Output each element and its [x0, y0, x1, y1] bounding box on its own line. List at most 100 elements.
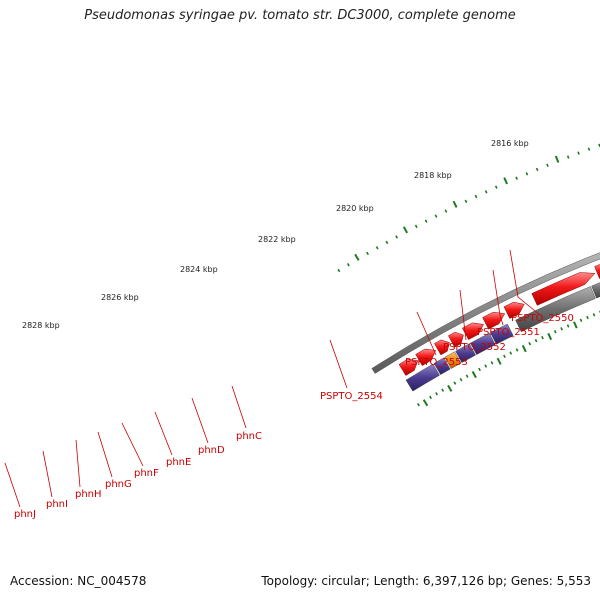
leader-line	[459, 289, 467, 341]
cds-block[interactable]	[515, 286, 596, 333]
gene-label-pspto-2554[interactable]: PSPTO_2554	[320, 391, 383, 402]
lower-tick	[465, 374, 469, 378]
lower-tick	[484, 364, 488, 368]
gene-label-phnh[interactable]: phnH	[75, 489, 102, 500]
lower-tick	[422, 399, 429, 407]
kbp-label-2820: 2820 kbp	[336, 204, 374, 213]
leader-line	[509, 249, 541, 316]
gene-label-pspto-2551[interactable]: PSPTO_2551	[477, 327, 540, 338]
leader-line	[154, 411, 173, 456]
minor-tick	[484, 190, 488, 194]
cds-block[interactable]	[405, 363, 440, 392]
lower-tick	[471, 371, 477, 379]
leader-line	[329, 339, 348, 389]
kbp-labels: 2816 kbp 2818 kbp 2820 kbp 2822 kbp 2824…	[22, 139, 529, 330]
lower-tick	[459, 377, 463, 382]
lower-tick	[573, 321, 578, 329]
forward-gene-arrow[interactable]	[503, 301, 525, 319]
minor-tick	[346, 263, 350, 267]
cds-block[interactable]	[490, 323, 514, 345]
cds-block[interactable]	[444, 351, 462, 369]
gene-label-pspto-2552[interactable]: PSPTO_2552	[443, 342, 506, 353]
lower-tick	[509, 351, 513, 355]
forward-gene-arrow[interactable]	[594, 264, 600, 279]
lower-tick	[547, 332, 553, 341]
minor-tick	[535, 167, 539, 172]
minor-tick	[566, 155, 570, 159]
forward-gene-arrow[interactable]	[531, 272, 596, 306]
lower-tick	[528, 342, 532, 346]
cds-block[interactable]	[455, 343, 476, 363]
kbp-label-2826: 2826 kbp	[101, 293, 139, 302]
minor-tick	[414, 224, 418, 229]
minor-tick	[515, 176, 518, 180]
forward-gene-arrow[interactable]	[398, 358, 419, 376]
leader-line	[42, 450, 53, 498]
forward-gene-arrow[interactable]	[415, 348, 437, 366]
minor-tick	[385, 240, 389, 245]
major-tick	[452, 200, 458, 208]
gene-label-phng[interactable]: phnG	[105, 479, 132, 490]
lower-tick	[478, 367, 481, 372]
gene-label-phne[interactable]: phnE	[166, 457, 191, 468]
lower-tick	[435, 392, 439, 396]
minor-tick	[494, 185, 498, 189]
minor-tick	[444, 209, 448, 213]
genome-summary-text: Topology: circular; Length: 6,397,126 bp…	[261, 574, 591, 588]
cds-block[interactable]	[591, 279, 600, 299]
gene-label-pspto-2550[interactable]: PSPTO_2550	[511, 313, 574, 324]
leader-line	[416, 311, 437, 356]
lower-tick	[592, 313, 596, 317]
major-tick	[503, 177, 508, 185]
lower-tick	[490, 361, 494, 365]
leader-line	[97, 431, 113, 478]
cds-features	[405, 279, 600, 392]
lower-tick	[503, 354, 506, 359]
lower-tick	[429, 395, 432, 400]
kbp-label-2824: 2824 kbp	[180, 265, 218, 274]
genome-backbone	[371, 252, 600, 374]
leader-line	[4, 462, 21, 508]
forward-gene-arrow[interactable]	[434, 339, 450, 356]
lower-tick	[586, 315, 589, 320]
gene-label-phnj[interactable]: phnJ	[14, 509, 36, 520]
minor-tick	[474, 194, 478, 199]
leader-line	[191, 397, 209, 444]
minor-tick	[375, 246, 379, 250]
gene-label-phnf[interactable]: phnF	[134, 468, 159, 479]
leader-line	[231, 385, 247, 429]
gene-label-phnc[interactable]: phnC	[236, 431, 262, 442]
major-tick	[354, 253, 360, 261]
minor-tick	[546, 163, 549, 167]
minor-tick	[587, 147, 591, 151]
lower-tick	[441, 388, 445, 392]
forward-gene-arrow[interactable]	[462, 322, 484, 340]
backbone-arc	[371, 252, 600, 374]
forward-strand-genes	[398, 264, 600, 376]
lower-tick	[534, 338, 538, 343]
kbp-label-2828: 2828 kbp	[22, 321, 60, 330]
kbp-tick-ring	[337, 143, 600, 273]
gene-label-phni[interactable]: phnI	[46, 499, 68, 510]
forward-gene-arrow[interactable]	[448, 331, 464, 348]
map-title: Pseudomonas syringae pv. tomato str. DC3…	[84, 8, 516, 23]
forward-gene-arrow[interactable]	[482, 311, 506, 330]
cds-block[interactable]	[470, 332, 496, 355]
kbp-label-2818: 2818 kbp	[414, 171, 452, 180]
minor-tick	[434, 214, 438, 218]
lower-tick	[553, 330, 557, 334]
lower-tick	[453, 381, 457, 385]
minor-tick	[395, 235, 399, 239]
lower-tick-ring	[417, 310, 600, 407]
cds-block[interactable]	[433, 357, 451, 375]
kbp-label-2816: 2816 kbp	[491, 139, 529, 148]
gene-label-phnd[interactable]: phnD	[198, 445, 225, 456]
lower-tick	[541, 335, 544, 340]
minor-tick	[577, 151, 580, 155]
gene-label-pspto-2553[interactable]: PSPTO_2553	[405, 357, 468, 368]
minor-tick	[525, 172, 529, 176]
lower-tick	[579, 318, 583, 322]
lower-tick	[521, 345, 527, 353]
lower-tick	[496, 357, 502, 365]
